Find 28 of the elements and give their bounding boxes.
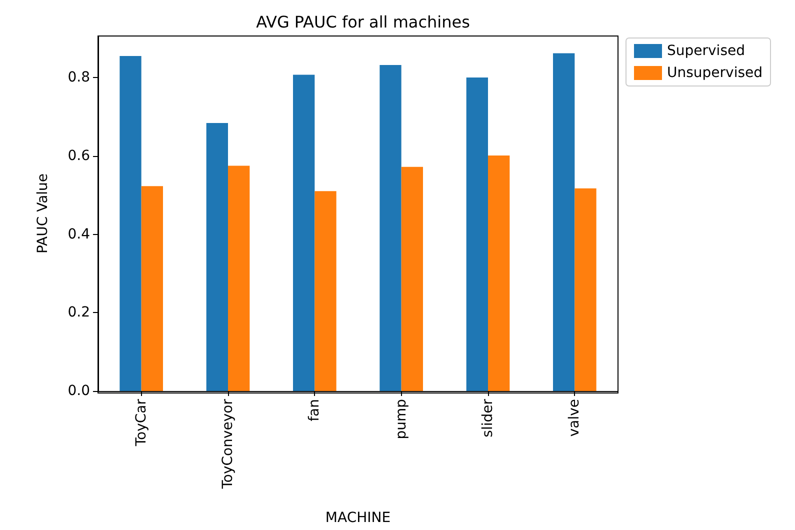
bar <box>293 74 315 391</box>
x-tick-label: ToyConveyor <box>220 398 236 490</box>
x-axis-title: MACHINE <box>325 510 391 526</box>
y-tick-label: 0.8 <box>68 70 90 86</box>
bar <box>380 64 402 391</box>
chart-title: AVG PAUC for all machines <box>256 12 470 32</box>
legend-label: Unsupervised <box>667 65 763 81</box>
bar <box>314 191 336 391</box>
x-tick-label: fan <box>306 399 323 422</box>
bar <box>120 56 142 391</box>
y-tick-label: 0.4 <box>68 226 90 242</box>
x-tick-label: slider <box>480 398 496 438</box>
x-tick-label: valve <box>566 399 583 437</box>
y-tick-label: 0.6 <box>68 148 90 164</box>
bar <box>553 53 575 391</box>
bar <box>574 188 596 391</box>
bar <box>488 156 510 391</box>
y-tick-label: 0.0 <box>68 383 90 399</box>
bar <box>228 166 250 391</box>
bar <box>141 186 163 391</box>
x-tick-label: ToyCar <box>133 398 150 448</box>
bar <box>466 78 488 391</box>
legend-label: Supervised <box>667 43 745 59</box>
x-tick-label: pump <box>393 398 410 440</box>
bar <box>401 166 423 391</box>
y-tick-label: 0.2 <box>68 304 90 321</box>
bar <box>206 122 228 391</box>
y-axis-title: PAUC Value <box>35 173 51 254</box>
